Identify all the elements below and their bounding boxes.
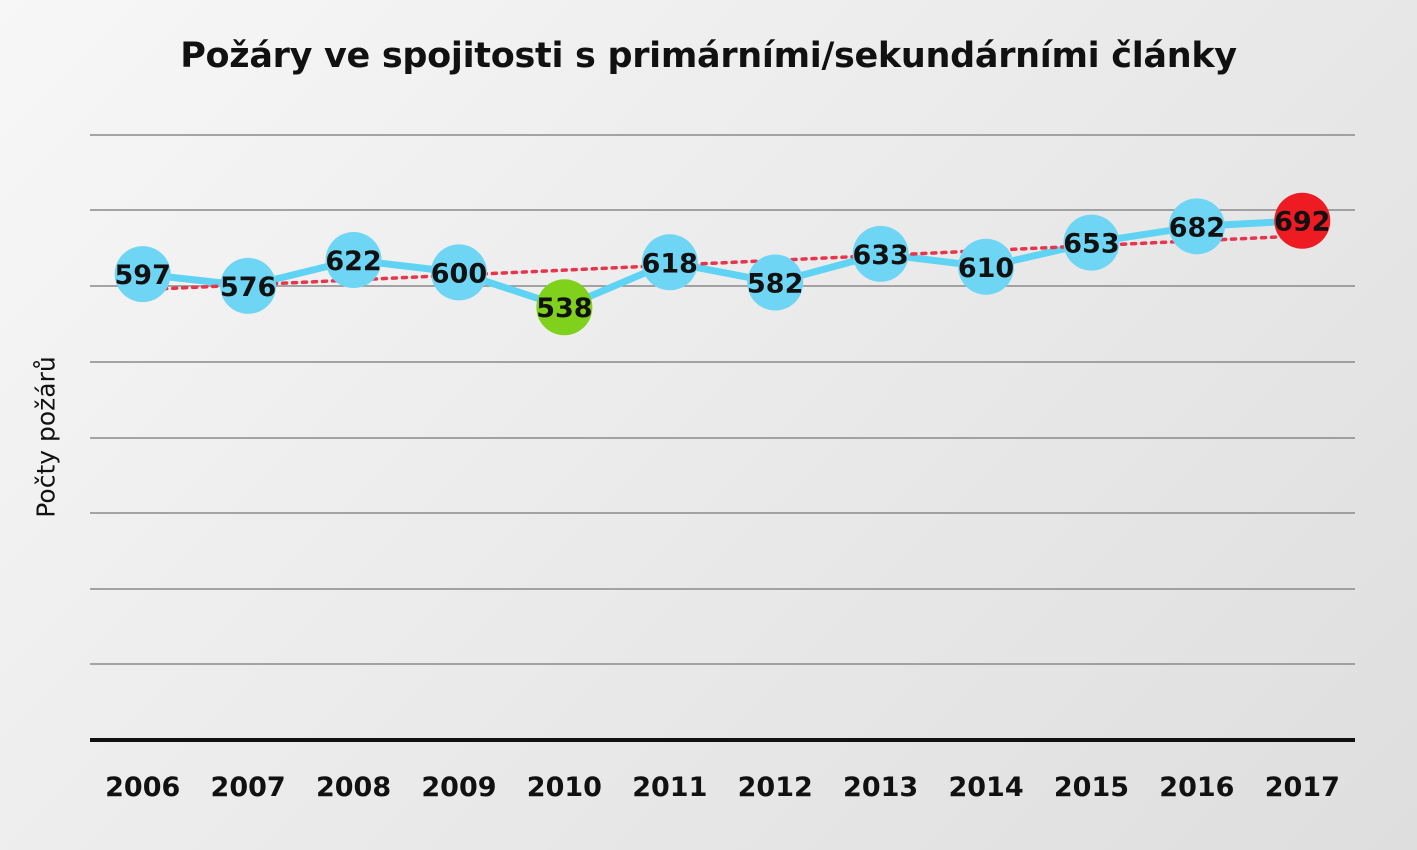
x-tick-label: 2011 [632, 772, 707, 803]
data-point [852, 225, 909, 282]
data-label: 597 [115, 260, 171, 291]
data-point [1168, 198, 1225, 255]
data-label: 692 [1274, 207, 1330, 238]
data-point [325, 232, 382, 289]
data-label: 576 [220, 272, 276, 303]
x-tick-label: 2007 [211, 772, 286, 803]
data-point-max [1274, 192, 1331, 249]
data-label: 538 [536, 293, 592, 324]
x-tick-label: 2009 [421, 772, 496, 803]
x-tick-label: 2012 [738, 772, 813, 803]
data-point [220, 257, 277, 314]
data-label: 618 [642, 248, 698, 279]
data-point [958, 238, 1015, 295]
x-tick-label: 2006 [105, 772, 180, 803]
x-tick-label: 2014 [948, 772, 1023, 803]
x-tick-label: 2015 [1054, 772, 1129, 803]
chart-title: Požáry ve spojitosti s primárními/sekund… [180, 36, 1237, 76]
data-point [747, 254, 804, 311]
data-label: 600 [431, 258, 487, 289]
x-tick-label: 2013 [843, 772, 918, 803]
data-point-min [536, 279, 593, 336]
data-point [430, 244, 487, 301]
data-label: 633 [852, 240, 908, 271]
x-tick-label: 2017 [1265, 772, 1340, 803]
data-label: 682 [1169, 212, 1225, 243]
data-label: 622 [325, 246, 381, 277]
data-point [114, 246, 171, 303]
data-point [1063, 214, 1120, 271]
data-label: 653 [1063, 229, 1119, 260]
data-point [641, 234, 698, 291]
data-label: 582 [747, 269, 803, 300]
x-tick-label: 2010 [527, 772, 602, 803]
x-tick-label: 2008 [316, 772, 391, 803]
data-label: 610 [958, 253, 1014, 284]
x-tick-label: 2016 [1159, 772, 1234, 803]
